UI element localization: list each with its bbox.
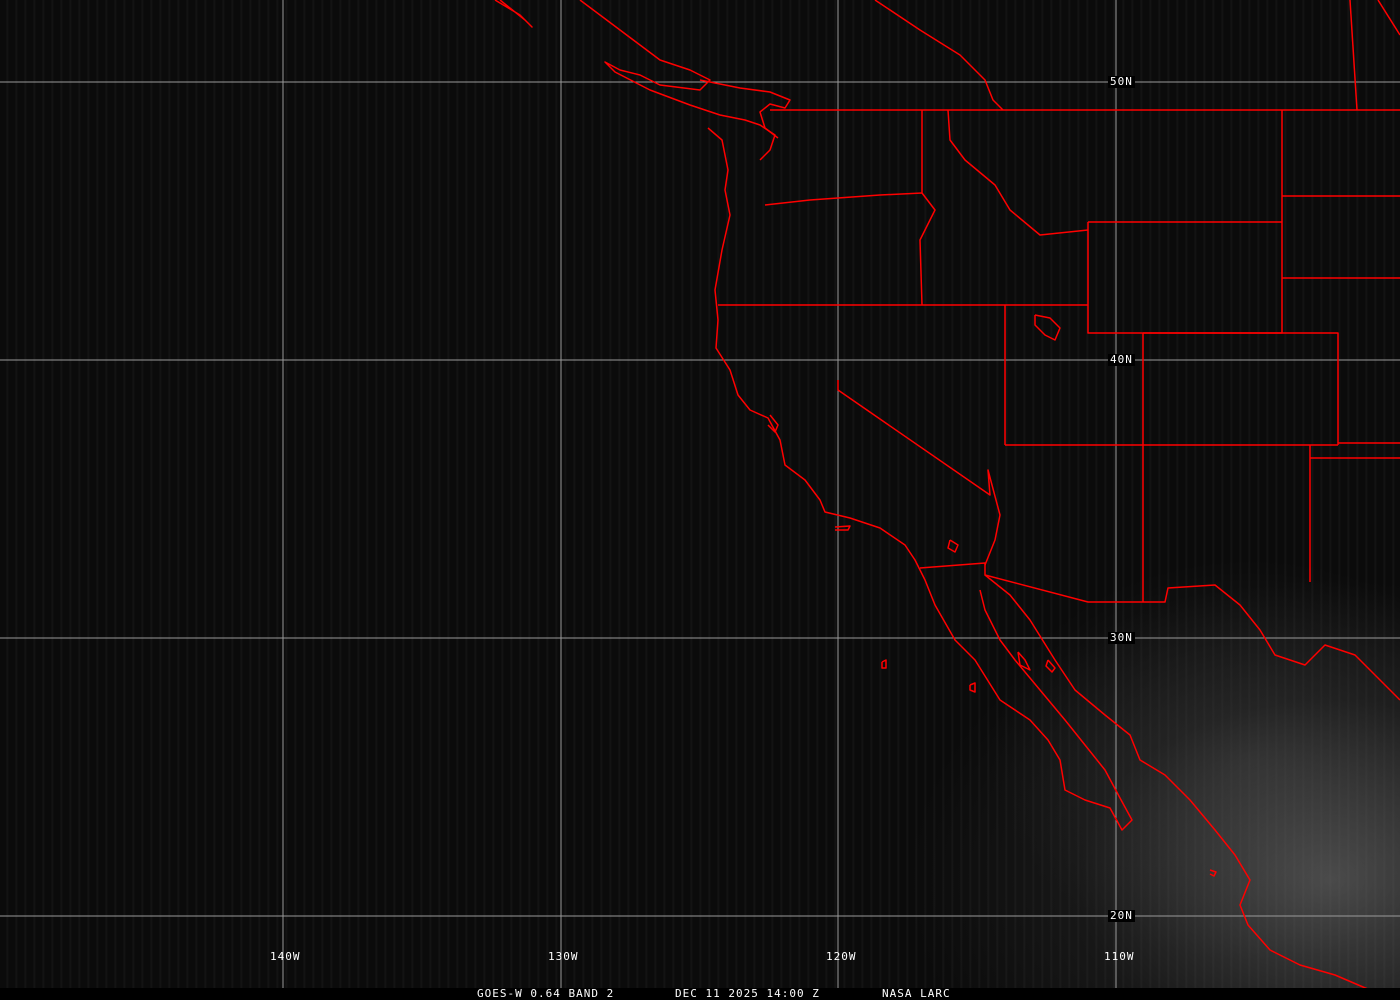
lat-label-50n: 50N: [1108, 75, 1135, 88]
great-salt-lake: [1034, 314, 1061, 341]
puget-sound: [699, 79, 791, 139]
canada-interior-3: [1377, 0, 1400, 36]
datetime-label: DEC 11 2025 14:00 Z: [675, 987, 820, 1000]
canada-interior-1: [874, 0, 1004, 111]
lat-label-20n: 20N: [1108, 909, 1135, 922]
mexico-coast: [984, 574, 1371, 991]
source-label: NASA LARC: [882, 987, 951, 1000]
island-guadalupe: [881, 659, 887, 669]
wyoming: [1087, 221, 1283, 334]
lon-label-130w: 130W: [548, 950, 579, 963]
bc-islands: [579, 0, 776, 161]
bc-coastline: [494, 0, 533, 28]
lon-label-140w: 140W: [270, 950, 301, 963]
islas-marias: [1209, 869, 1217, 877]
product-label: GOES-W 0.64 BAND 2: [477, 987, 615, 1000]
gulf-island-2: [1045, 659, 1056, 673]
lat-label-40n: 40N: [1108, 353, 1135, 366]
salton-sea: [947, 539, 959, 553]
idaho-east: [947, 109, 1089, 236]
channel-islands: [834, 525, 851, 531]
sf-bay: [767, 414, 779, 433]
island-cedros: [969, 682, 976, 693]
wa-or-border: [764, 192, 923, 206]
lon-label-110w: 110W: [1104, 950, 1135, 963]
colorado: [1143, 332, 1339, 445]
gulf-islands: [1017, 651, 1031, 671]
lon-label-120w: 120W: [826, 950, 857, 963]
caption-bar: GOES-W 0.64 BAND 2 DEC 11 2025 14:00 Z N…: [0, 988, 1400, 1000]
idaho-west: [919, 110, 936, 306]
lat-label-30n: 30N: [1108, 631, 1135, 644]
us-west-coast: [707, 127, 1133, 831]
boundaries: [494, 0, 1400, 991]
us-mexico-border: [919, 562, 1400, 701]
canada-interior-2: [1349, 0, 1358, 111]
ca-nv-border: [837, 380, 1001, 566]
